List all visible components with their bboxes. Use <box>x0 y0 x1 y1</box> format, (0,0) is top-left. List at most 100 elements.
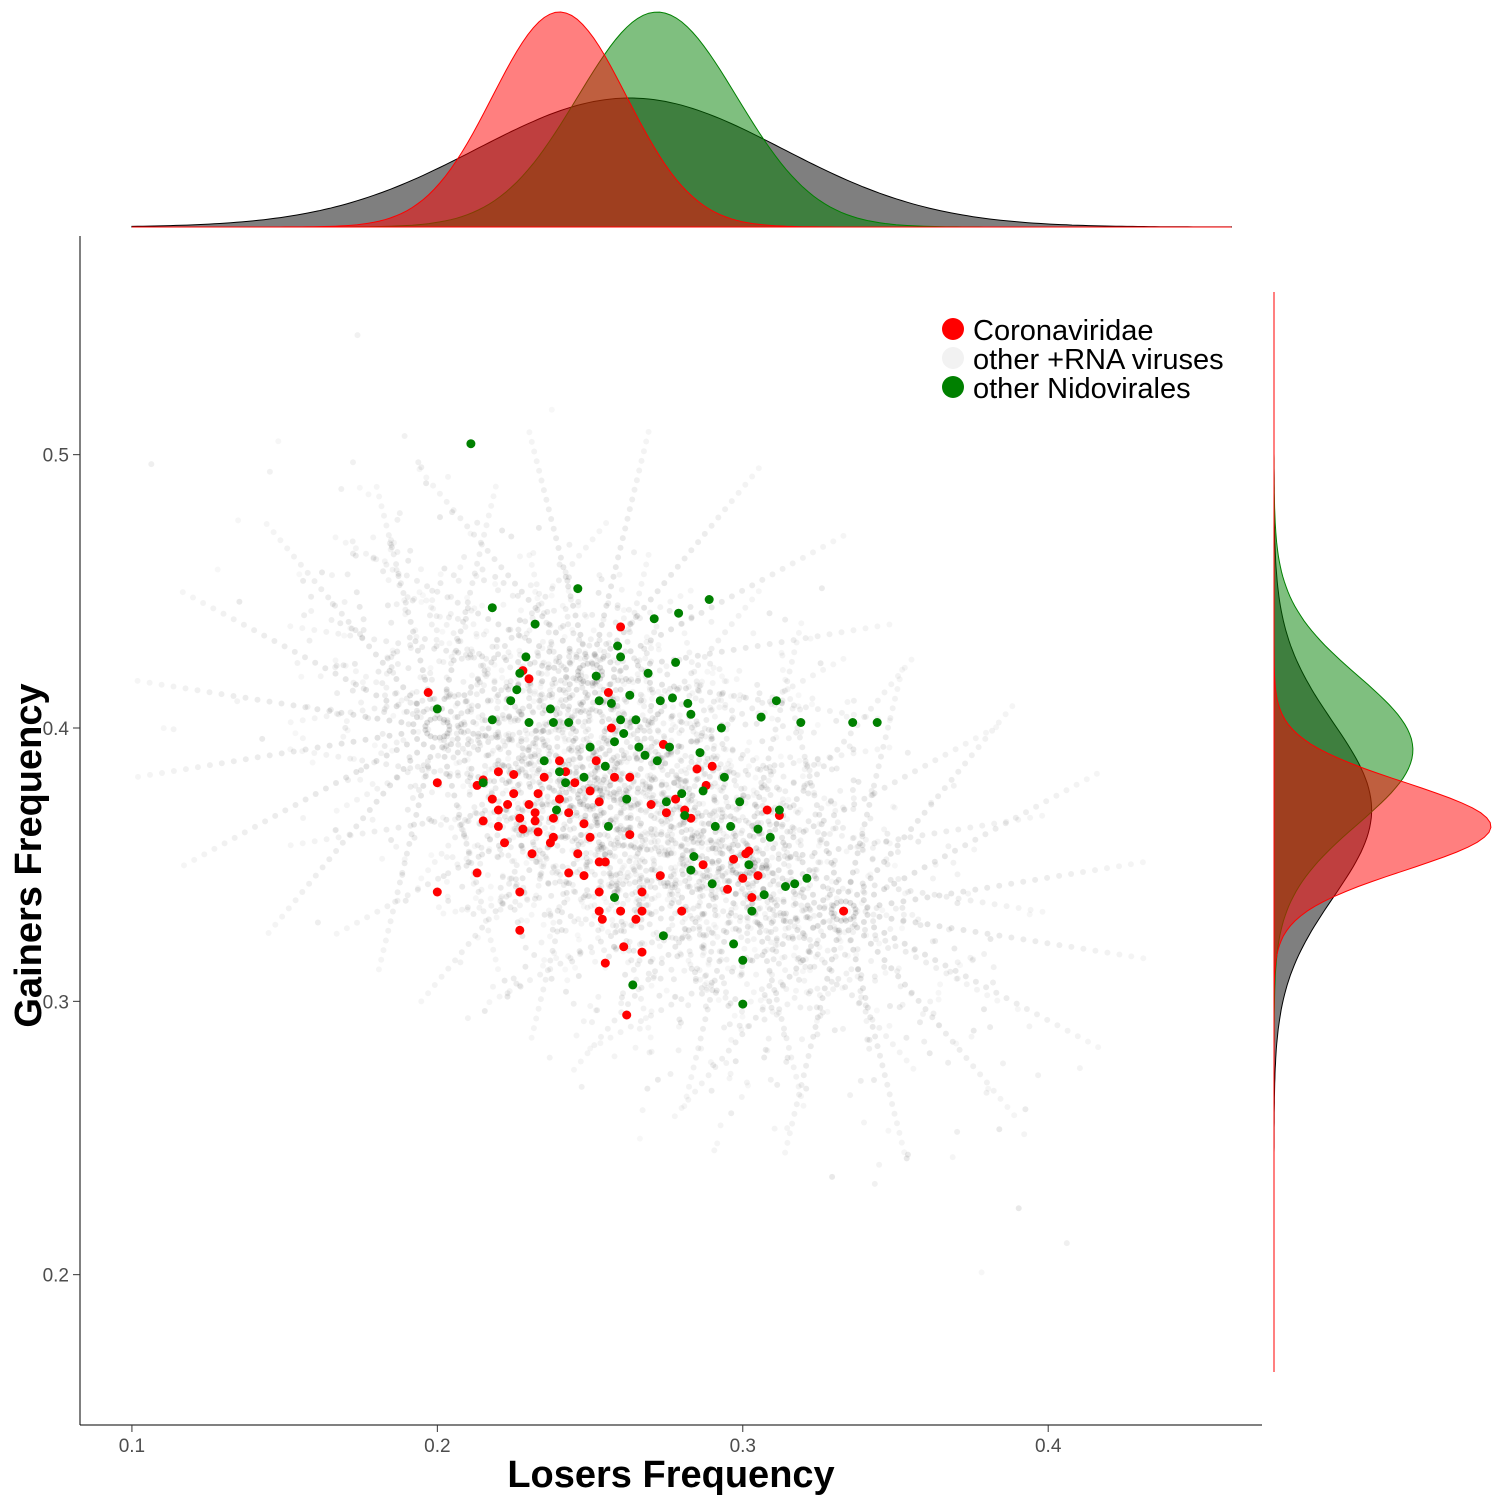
other-nidovirales-point <box>613 641 623 651</box>
background-point <box>798 1093 804 1100</box>
background-point <box>549 947 556 954</box>
background-point <box>526 780 533 787</box>
background-point <box>740 694 747 701</box>
background-point <box>779 955 785 961</box>
background-point <box>564 977 571 984</box>
background-point <box>515 742 522 749</box>
background-point <box>715 857 722 864</box>
background-point <box>773 937 780 944</box>
background-point <box>604 652 611 659</box>
background-point <box>693 718 700 725</box>
background-point <box>1080 869 1086 875</box>
background-point <box>538 670 545 677</box>
background-point <box>775 960 782 967</box>
background-point <box>335 630 342 637</box>
background-point <box>780 839 787 846</box>
background-point <box>447 691 454 698</box>
background-point <box>621 696 628 703</box>
background-point <box>427 733 434 740</box>
background-point <box>648 703 655 709</box>
background-point <box>675 1047 682 1054</box>
background-point <box>784 1125 791 1132</box>
background-point <box>470 730 477 737</box>
background-point <box>532 588 539 595</box>
coronaviridae-point <box>610 772 619 782</box>
background-point <box>500 762 507 769</box>
background-point <box>620 826 627 833</box>
background-point <box>342 539 349 546</box>
background-point <box>742 817 749 824</box>
background-point <box>746 1023 753 1029</box>
background-point <box>795 955 802 961</box>
background-point <box>594 766 601 773</box>
background-point <box>437 580 444 587</box>
background-point <box>566 817 573 824</box>
background-point <box>323 628 330 635</box>
background-point <box>579 640 586 647</box>
background-point <box>522 944 529 951</box>
background-point <box>597 807 604 814</box>
background-point <box>461 721 468 728</box>
background-point <box>1003 903 1010 910</box>
background-point <box>170 683 177 690</box>
background-point <box>972 928 979 935</box>
background-point <box>560 664 567 671</box>
background-point <box>469 672 475 678</box>
background-point <box>975 744 982 751</box>
background-point <box>518 843 525 849</box>
background-point <box>734 772 741 779</box>
other-nidovirales-point <box>671 657 681 667</box>
background-point <box>902 890 908 896</box>
background-point <box>518 842 525 849</box>
background-point <box>758 779 765 786</box>
background-point <box>612 837 619 844</box>
background-point <box>970 1027 977 1034</box>
background-point <box>373 692 380 699</box>
background-point <box>886 744 893 751</box>
background-point <box>710 745 717 752</box>
background-point <box>840 804 846 811</box>
background-point <box>837 787 844 794</box>
background-point <box>788 1054 795 1061</box>
background-point <box>545 880 552 887</box>
background-point <box>740 900 747 907</box>
background-point <box>547 728 554 735</box>
background-point <box>736 1022 743 1029</box>
background-point <box>652 715 659 722</box>
background-point <box>511 825 518 832</box>
background-point <box>332 657 339 664</box>
background-point <box>563 666 570 673</box>
background-point <box>404 769 411 776</box>
background-point <box>700 911 706 918</box>
background-point <box>642 793 649 800</box>
background-point <box>445 473 451 480</box>
background-point <box>860 897 867 904</box>
background-point <box>580 699 586 706</box>
background-point <box>424 706 431 713</box>
background-point <box>783 802 790 809</box>
background-point <box>475 714 482 721</box>
background-point <box>572 965 578 971</box>
background-point <box>891 804 898 811</box>
background-point <box>665 926 672 933</box>
background-point <box>732 1013 738 1019</box>
background-point <box>756 690 763 697</box>
background-point <box>461 729 467 736</box>
background-point <box>583 855 590 862</box>
background-point <box>972 886 979 893</box>
background-point <box>610 793 617 800</box>
background-point <box>818 928 824 935</box>
background-point <box>469 580 476 587</box>
background-point <box>753 845 760 852</box>
background-point <box>420 762 427 769</box>
background-point <box>800 957 807 964</box>
background-point <box>781 1025 787 1032</box>
background-point <box>415 802 422 809</box>
background-point <box>218 760 225 767</box>
background-point <box>840 532 847 539</box>
background-point <box>682 654 689 661</box>
background-point <box>883 856 890 863</box>
background-point <box>416 466 423 473</box>
background-point <box>314 744 321 751</box>
background-point <box>719 837 726 844</box>
